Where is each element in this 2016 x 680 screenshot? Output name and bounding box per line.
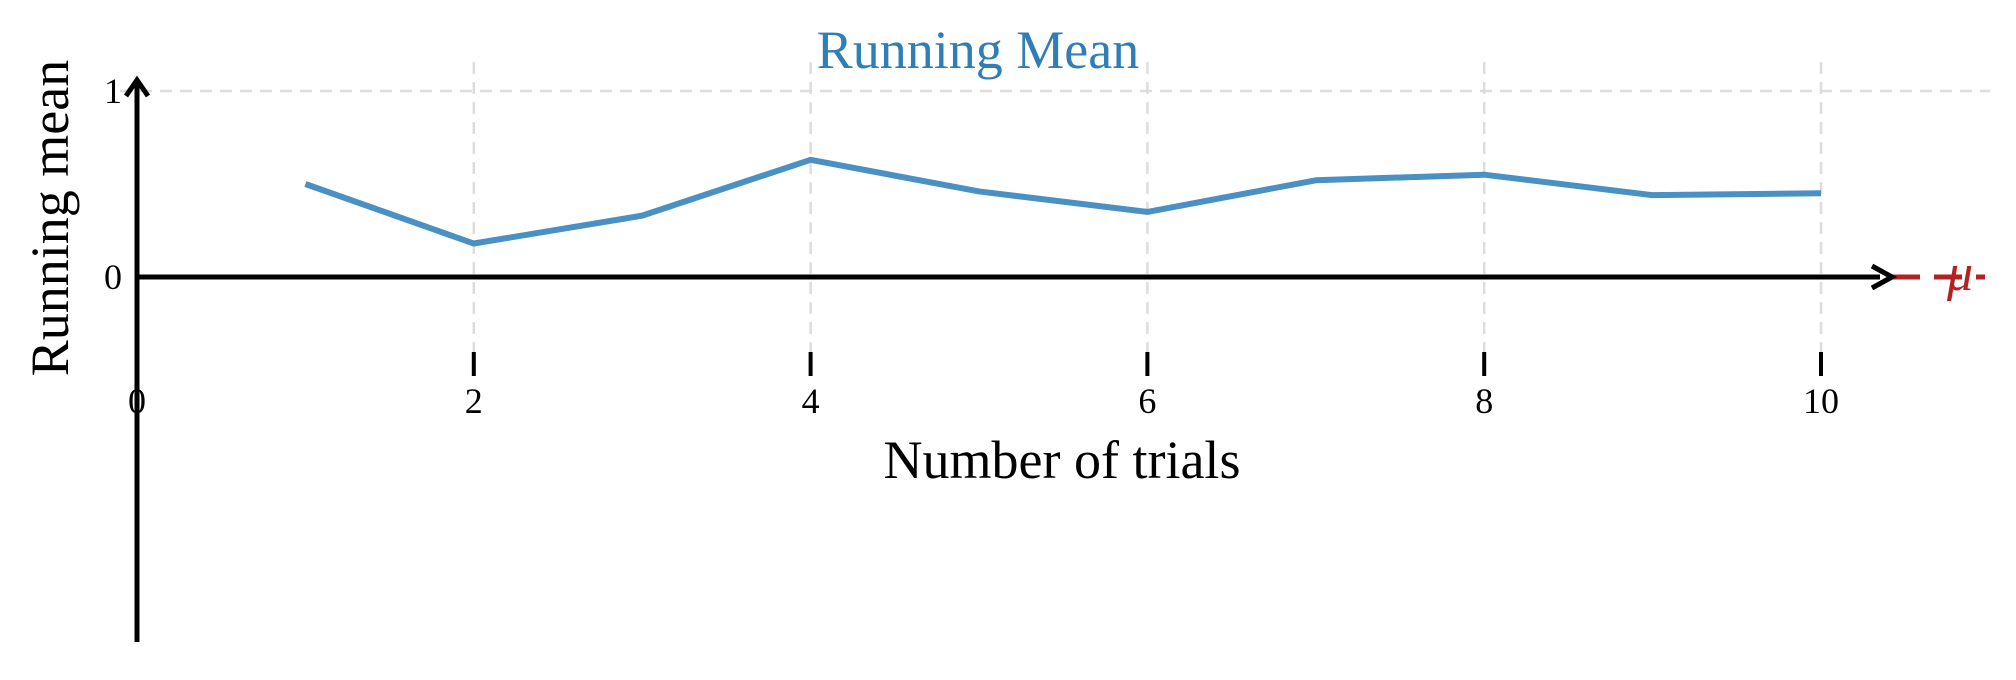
x-axis-arrowhead: [1870, 263, 1898, 291]
y-tick-label: 1: [104, 71, 122, 111]
x-tick-label: 8: [1475, 381, 1493, 421]
x-axis-label: Number of trials: [884, 430, 1241, 490]
y-axis-arrowhead: [123, 75, 151, 98]
x-tick-label: 2: [465, 381, 483, 421]
axes: [123, 75, 1985, 642]
x-tick-label: 0: [128, 381, 146, 421]
grid-lines: [120, 62, 1990, 362]
reference-line-label: μ: [1946, 245, 1973, 302]
chart-title: Running Mean: [817, 20, 1139, 80]
labels: Running Mean Number of trials Running me…: [20, 20, 1973, 490]
x-tick-label: 10: [1803, 381, 1839, 421]
series-line: [304, 156, 1822, 247]
x-tick-label: 4: [802, 381, 820, 421]
y-tick-label: 0: [104, 257, 122, 297]
tick-marks: [471, 352, 1823, 376]
x-tick-label: 6: [1138, 381, 1156, 421]
y-axis-label: Running mean: [20, 60, 80, 376]
series-layer: [304, 156, 1822, 247]
